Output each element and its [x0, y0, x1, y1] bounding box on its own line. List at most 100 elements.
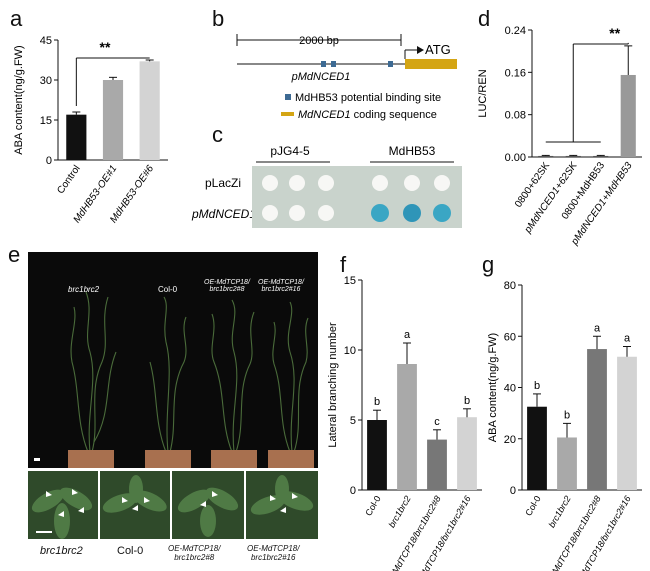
spot [289, 175, 305, 191]
y-tick-label: 0 [350, 485, 356, 497]
y-tick-label: 0.00 [505, 152, 526, 164]
spot [262, 205, 278, 221]
bar [397, 364, 417, 490]
atg-label: ATG [425, 42, 451, 57]
bar [427, 439, 447, 490]
y-tick-label: 5 [350, 415, 356, 427]
significance-letter: b [534, 380, 540, 392]
panel-f-letter: f [340, 252, 347, 277]
significance-letter: b [374, 396, 380, 408]
rosette-photo-1 [28, 471, 98, 539]
promoter-label: pMdNCED1 [291, 71, 351, 83]
y-tick-label: 0 [46, 155, 52, 167]
spot-blue [371, 204, 389, 222]
stem [287, 301, 295, 453]
significance-letter: b [564, 409, 570, 421]
row-label-pmdnced1: pMdNCED1 [191, 207, 256, 221]
binding-site-2 [331, 61, 336, 67]
bar [620, 74, 636, 157]
stem [293, 317, 309, 453]
rosette-label-3: OE-MdTCP18/ brc1brc2#8 [168, 544, 221, 562]
bar [139, 61, 160, 161]
spot [318, 205, 334, 221]
rosette-label-4: OE-MdTCP18/ brc1brc2#16 [247, 544, 300, 562]
scale-bar-white [34, 458, 40, 461]
panel-a-letter: a [10, 6, 23, 31]
plant-label-3: OE-MdTCP18/ brc1brc2#8 [204, 279, 250, 293]
y-tick-label: 60 [504, 331, 516, 343]
y-tick-label: 45 [40, 35, 52, 47]
y-tick-label: 80 [504, 280, 516, 292]
stem [93, 351, 117, 443]
y-axis-label: ABA content(ng/g.FW) [487, 333, 499, 442]
bar [617, 356, 637, 490]
stem [211, 313, 233, 453]
plant-label-4: OE-MdTCP18/ brc1brc2#16 [258, 279, 304, 293]
rosette-label-2: Col-0 [117, 545, 144, 557]
category-label: brc1brc2 [547, 494, 573, 529]
scale-label: 2000 bp [299, 35, 339, 47]
y-tick-label: 0 [510, 485, 516, 497]
y-tick-label: 0.08 [505, 110, 526, 122]
rosette-photo-3 [172, 471, 244, 539]
plant-photo: brc1brc2 Col-0 OE-MdTCP18/ brc1brc2#8 OE… [28, 252, 318, 468]
y-tick-label: 40 [504, 383, 516, 395]
significance-letter: a [594, 322, 601, 334]
panel-c-letter: c [212, 122, 223, 147]
bar [557, 437, 577, 490]
agar-plate [252, 166, 462, 228]
sig-stars: ** [609, 25, 620, 41]
pot [145, 450, 191, 468]
plant-label-2: Col-0 [158, 285, 178, 294]
y-axis-label: ABA content(ng/g.FW) [13, 45, 25, 154]
legend-coding-label: MdNCED1 coding sequence [298, 109, 437, 121]
spot [372, 175, 388, 191]
legend-coding-rest: coding sequence [351, 109, 437, 121]
spot [434, 175, 450, 191]
y-tick-label: 30 [40, 75, 52, 87]
rosette-photo-4 [246, 471, 318, 539]
pot [211, 450, 257, 468]
spot-blue [433, 204, 451, 222]
spot [289, 205, 305, 221]
category-label: Control [55, 163, 83, 196]
legend-coding-italic: MdNCED1 [298, 109, 351, 121]
y-axis-label: LUC/REN [477, 69, 489, 117]
spot [318, 175, 334, 191]
y-tick-label: 15 [344, 275, 356, 287]
yeast-one-hybrid: pJG4-5 MdHB53 pLacZi pMdNCED1 [191, 144, 462, 228]
binding-site-3 [388, 61, 393, 67]
significance-letter: a [404, 329, 411, 341]
panel-a-chart: 0153045ControlMdHB53-OE#1MdHB53-OE#6ABA … [13, 35, 168, 225]
panel-e-letter: e [8, 242, 21, 267]
plant-photo-drawing [34, 291, 314, 468]
bar [587, 349, 607, 490]
category-label: brc1brc2 [387, 494, 413, 529]
col-label-mdhb53: MdHB53 [389, 144, 436, 158]
spot [262, 175, 278, 191]
plant-label-1: brc1brc2 [68, 285, 100, 294]
binding-site-1 [321, 61, 326, 67]
y-tick-label: 0.24 [505, 25, 526, 37]
y-tick-label: 10 [344, 345, 356, 357]
stem [85, 291, 94, 453]
y-axis-label: Lateral branching number [327, 322, 339, 448]
panel-g-chart: 020406080bCol-0bbrc1brc2aOE-MdTCP18/brc1… [487, 280, 642, 571]
stem [169, 316, 187, 453]
promoter-diagram: 2000 bp ATG pMdNCED1 MdHB53 potential bi… [236, 34, 457, 121]
bar [538, 155, 554, 157]
bar [66, 114, 87, 160]
bar [593, 155, 609, 157]
rosette-label-1: brc1brc2 [40, 545, 83, 557]
legend-coding-swatch [281, 112, 294, 116]
coding-sequence-box [405, 59, 457, 69]
stem [91, 296, 109, 453]
stem [235, 311, 255, 453]
stem [163, 296, 170, 453]
spot-blue [403, 204, 421, 222]
significance-letter: c [434, 416, 440, 428]
legend-site-swatch [285, 94, 291, 100]
bar [102, 80, 124, 160]
stem [70, 306, 89, 453]
panel-g-letter: g [482, 252, 495, 277]
